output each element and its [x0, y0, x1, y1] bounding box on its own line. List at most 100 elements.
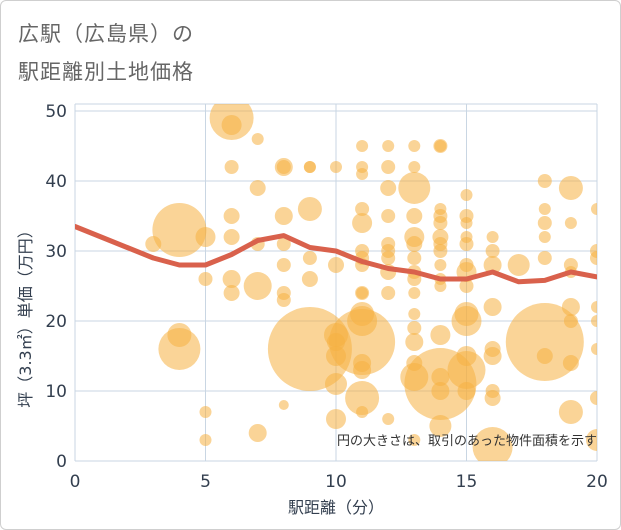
- bubble-point: [537, 174, 552, 188]
- bubble-point: [301, 271, 318, 287]
- bubble-point: [562, 355, 579, 371]
- bubble-point: [591, 203, 597, 215]
- bubble-point: [249, 180, 266, 196]
- bubble-point: [460, 189, 473, 201]
- bubble-point: [356, 168, 369, 180]
- bubble-point: [276, 160, 291, 174]
- bubble-point: [591, 343, 597, 355]
- bubble-point: [483, 347, 502, 365]
- bubble-size-note: 円の大きさは、取引のあった物件面積を示す: [337, 434, 597, 449]
- bubble-point: [472, 427, 513, 461]
- bubble-point: [380, 180, 397, 196]
- bubble-point: [451, 306, 482, 336]
- bubble-point: [561, 298, 580, 316]
- bubble-point: [405, 333, 424, 351]
- bubble-point: [248, 424, 267, 442]
- bubble-point: [223, 208, 240, 224]
- bubble-point: [429, 415, 452, 437]
- bubble-point: [398, 172, 431, 204]
- bubble-point: [152, 203, 207, 257]
- bubble-point: [407, 251, 422, 265]
- bubble-point: [276, 293, 291, 307]
- bubble-point: [243, 272, 272, 300]
- bubble-point: [352, 213, 373, 233]
- x-axis-label: 駅距離（分）: [288, 498, 384, 517]
- bubble-point: [408, 140, 421, 152]
- bubble-point: [251, 133, 264, 145]
- bubble-point: [406, 208, 423, 224]
- bubble-point: [382, 140, 395, 152]
- bubble-point: [459, 237, 474, 251]
- bubble-point: [434, 259, 447, 271]
- bubble-point: [381, 160, 396, 174]
- bubble-point: [434, 140, 447, 152]
- bubble-point: [433, 244, 448, 258]
- bubble-point: [355, 202, 370, 216]
- trend-line: [75, 224, 597, 285]
- bubble-point: [483, 298, 502, 316]
- bubble-point: [345, 381, 380, 415]
- bubble-point: [591, 315, 597, 327]
- bubble-point: [537, 216, 552, 230]
- bubble-point: [433, 216, 448, 230]
- bubble-point: [329, 309, 396, 375]
- bubble-point: [430, 325, 451, 345]
- bubble-point: [460, 217, 473, 229]
- bubble-point: [406, 236, 423, 252]
- bubble-point: [591, 301, 597, 313]
- bubble-point: [303, 161, 316, 173]
- bubble-point: [195, 227, 216, 247]
- bubble-point: [302, 251, 317, 265]
- bubble-point: [486, 231, 499, 243]
- x-tick-label: 0: [70, 472, 81, 492]
- bubble-point: [328, 257, 344, 273]
- bubble-point: [199, 434, 212, 446]
- bubble-point: [158, 328, 201, 370]
- bubble-point: [564, 217, 577, 229]
- bubble-point: [590, 251, 597, 265]
- bubble-point: [484, 390, 501, 406]
- chart-title-line-1: 広駅（広島県）の: [18, 22, 194, 46]
- bubble-point: [408, 287, 421, 299]
- bubble-point: [563, 314, 578, 328]
- x-tick-label: 20: [586, 472, 608, 492]
- bubble-point: [507, 254, 530, 276]
- bubble-point: [325, 373, 347, 395]
- bubble-point: [353, 361, 372, 379]
- bubble-point: [408, 161, 421, 173]
- y-axis-ticks: 0 10 20 30 40 50: [45, 102, 67, 472]
- bubble-point: [586, 429, 597, 451]
- bubble-point: [297, 197, 322, 221]
- bubble-point: [558, 400, 583, 424]
- bubble-point: [330, 161, 342, 173]
- bubble-point: [381, 209, 396, 223]
- bubble-point: [222, 270, 241, 288]
- y-tick-label: 50: [45, 102, 67, 122]
- bubble-point: [408, 434, 421, 446]
- bubble-point: [483, 256, 502, 274]
- bubble-point: [408, 308, 421, 320]
- y-tick-label: 10: [45, 382, 67, 402]
- bubble-point: [538, 231, 551, 243]
- bubble-point: [536, 348, 553, 364]
- bubble-point: [278, 400, 289, 410]
- bubble-point: [274, 207, 293, 225]
- bubble-series: [145, 104, 597, 461]
- bubble-point: [447, 351, 486, 389]
- bubble-point: [485, 244, 500, 258]
- bubble-point: [457, 382, 476, 400]
- x-tick-label: 10: [325, 472, 347, 492]
- bubble-point: [381, 251, 396, 265]
- bubble-point: [558, 176, 583, 200]
- x-tick-label: 5: [200, 472, 211, 492]
- bubble-point: [434, 280, 447, 292]
- bubble-point: [223, 285, 240, 301]
- bubble-point: [198, 272, 213, 286]
- bubble-point: [382, 413, 395, 425]
- bubble-point: [356, 140, 369, 152]
- bubble-point: [431, 382, 450, 400]
- bubble-point: [223, 229, 240, 245]
- y-axis-label: 坪（3.3㎡）単価（万円）: [16, 222, 35, 407]
